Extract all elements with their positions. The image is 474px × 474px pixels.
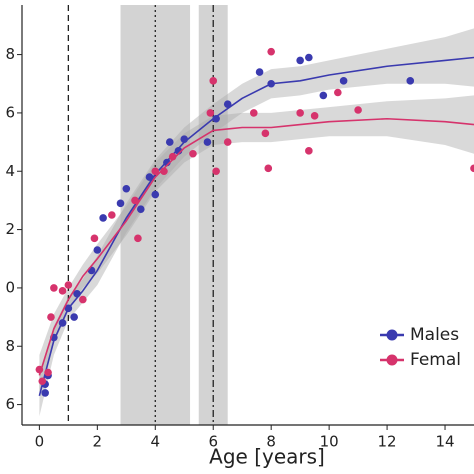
- y-tick-label: 0: [5, 278, 15, 296]
- x-tick-label: 12: [378, 433, 397, 451]
- data-point: [79, 295, 87, 304]
- y-tick-label: 2: [5, 220, 15, 238]
- data-point: [108, 211, 116, 219]
- legend-marker: [386, 329, 398, 341]
- x-tick-label: 10: [320, 433, 339, 451]
- confidence-ribbon: [39, 28, 474, 417]
- data-point: [136, 205, 145, 213]
- data-point: [165, 138, 174, 146]
- data-point: [64, 281, 73, 289]
- data-point: [296, 56, 304, 65]
- x-tick-label: 14: [435, 433, 454, 451]
- data-point: [99, 214, 107, 222]
- y-tick-label: 6: [5, 395, 15, 413]
- data-point: [212, 167, 220, 176]
- data-point: [334, 88, 342, 97]
- data-point: [131, 196, 139, 205]
- data-point: [261, 129, 270, 138]
- confidence-ribbon: [39, 95, 474, 396]
- data-point: [319, 91, 328, 100]
- legend-label: Femal: [410, 350, 461, 370]
- fit-line: [38, 56, 474, 397]
- data-point: [122, 184, 131, 193]
- x-tick-label: 0: [35, 433, 45, 451]
- data-point: [90, 234, 99, 243]
- x-tick-label: 2: [93, 433, 103, 451]
- data-point: [223, 100, 232, 108]
- data-point: [206, 109, 215, 117]
- data-point: [264, 164, 273, 173]
- data-point: [38, 377, 47, 386]
- data-point: [339, 77, 348, 85]
- data-point: [151, 167, 160, 176]
- y-tick-label: 8: [5, 45, 15, 63]
- y-tick-label: 8: [5, 337, 15, 355]
- fit-line: [38, 117, 474, 376]
- x-tick-label: 8: [266, 433, 276, 451]
- data-point: [223, 138, 232, 146]
- data-point: [267, 47, 275, 56]
- data-point: [134, 234, 142, 243]
- data-point: [406, 77, 415, 85]
- data-point: [305, 147, 313, 155]
- data-point: [296, 109, 304, 117]
- data-point: [44, 368, 52, 377]
- data-point: [116, 199, 125, 208]
- data-point: [212, 114, 220, 123]
- data-point: [70, 313, 78, 321]
- data-point: [354, 106, 362, 114]
- data-point: [58, 287, 67, 295]
- x-tick-label: 6: [208, 433, 218, 451]
- data-point: [209, 77, 218, 85]
- data-point: [255, 68, 264, 76]
- data-point: [189, 149, 197, 158]
- data-point: [47, 313, 55, 321]
- data-point: [305, 53, 313, 62]
- x-tick-label: 4: [151, 433, 161, 451]
- data-point: [151, 190, 160, 199]
- y-tick-label: 6: [5, 103, 15, 121]
- y-tick-label: 4: [5, 162, 15, 180]
- legend-marker: [386, 354, 398, 366]
- x-axis-label: Age [years]: [209, 445, 325, 469]
- data-point: [203, 138, 212, 146]
- data-point: [249, 109, 258, 117]
- data-point: [93, 246, 102, 254]
- legend-label: Males: [410, 325, 459, 345]
- data-point: [41, 389, 49, 397]
- data-point: [310, 112, 319, 120]
- data-point: [50, 284, 58, 292]
- data-point: [470, 164, 474, 173]
